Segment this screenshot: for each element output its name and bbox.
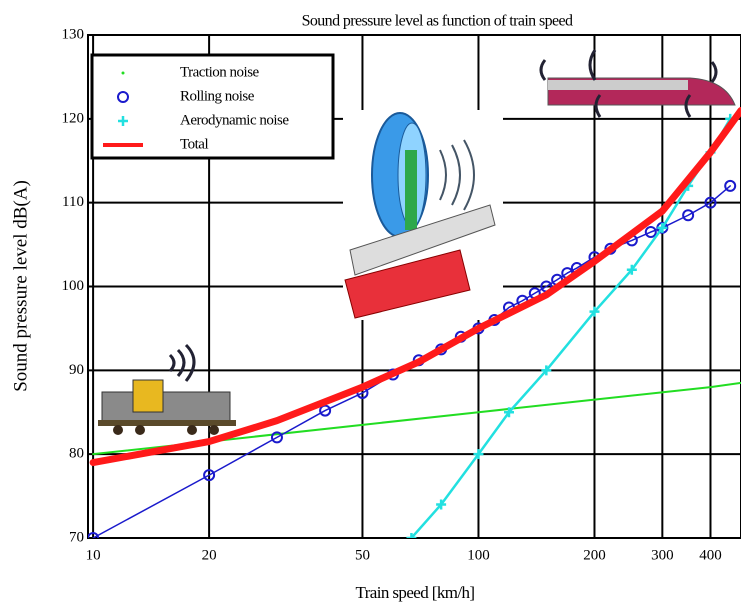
x-tick-label: 100 xyxy=(467,547,490,563)
legend-label: Traction noise xyxy=(180,64,260,80)
legend-swatch xyxy=(121,71,125,75)
legend-swatch xyxy=(117,91,129,103)
y-tick-label: 70 xyxy=(69,529,84,545)
x-tick-label: 300 xyxy=(651,547,674,563)
y-tick-label: 90 xyxy=(69,362,84,378)
data-point xyxy=(270,431,283,444)
wheel-rail-illustration xyxy=(343,110,503,320)
y-tick-label: 130 xyxy=(62,26,85,42)
data-point xyxy=(657,222,668,233)
x-tick-label: 50 xyxy=(355,547,370,563)
y-tick-label: 120 xyxy=(62,110,85,126)
x-tick-label: 400 xyxy=(699,547,722,563)
data-point xyxy=(203,469,216,482)
plot-area xyxy=(88,106,741,538)
legend-label: Total xyxy=(180,136,208,152)
legend-label: Rolling noise xyxy=(180,88,255,104)
series-line xyxy=(89,106,741,467)
data-point xyxy=(724,179,737,192)
data-point xyxy=(436,499,447,510)
x-tick-label: 10 xyxy=(86,547,101,563)
data-point xyxy=(704,196,717,209)
high-speed-train-illustration xyxy=(539,49,736,118)
y-axis-label: Sound pressure level dB(A) xyxy=(10,180,31,392)
y-tick-label: 100 xyxy=(62,278,85,294)
locomotive-illustration xyxy=(98,343,236,435)
x-tick-label: 200 xyxy=(583,547,606,563)
data-point xyxy=(541,365,552,376)
legend-box xyxy=(90,53,335,160)
data-point xyxy=(626,264,637,275)
data-point xyxy=(589,306,600,317)
data-point xyxy=(406,533,417,538)
x-tick-label: 20 xyxy=(202,547,217,563)
data-point xyxy=(682,209,695,222)
legend: Traction noise Rolling noise Aerodynamic n… xyxy=(90,53,335,160)
chart-title: Sound pressure level as function of trai… xyxy=(302,13,573,30)
y-tick-label: 80 xyxy=(69,446,84,462)
data-point xyxy=(503,407,514,418)
legend-label: Aerodynamic noise xyxy=(180,112,289,128)
x-axis-label: Train speed [km/h] xyxy=(356,583,475,602)
data-point xyxy=(644,226,657,239)
data-point xyxy=(88,532,100,538)
illustrations xyxy=(98,49,736,435)
data-point xyxy=(319,404,332,417)
data-point xyxy=(473,449,484,460)
y-tick-label: 110 xyxy=(62,194,84,210)
legend-swatch xyxy=(118,116,128,126)
